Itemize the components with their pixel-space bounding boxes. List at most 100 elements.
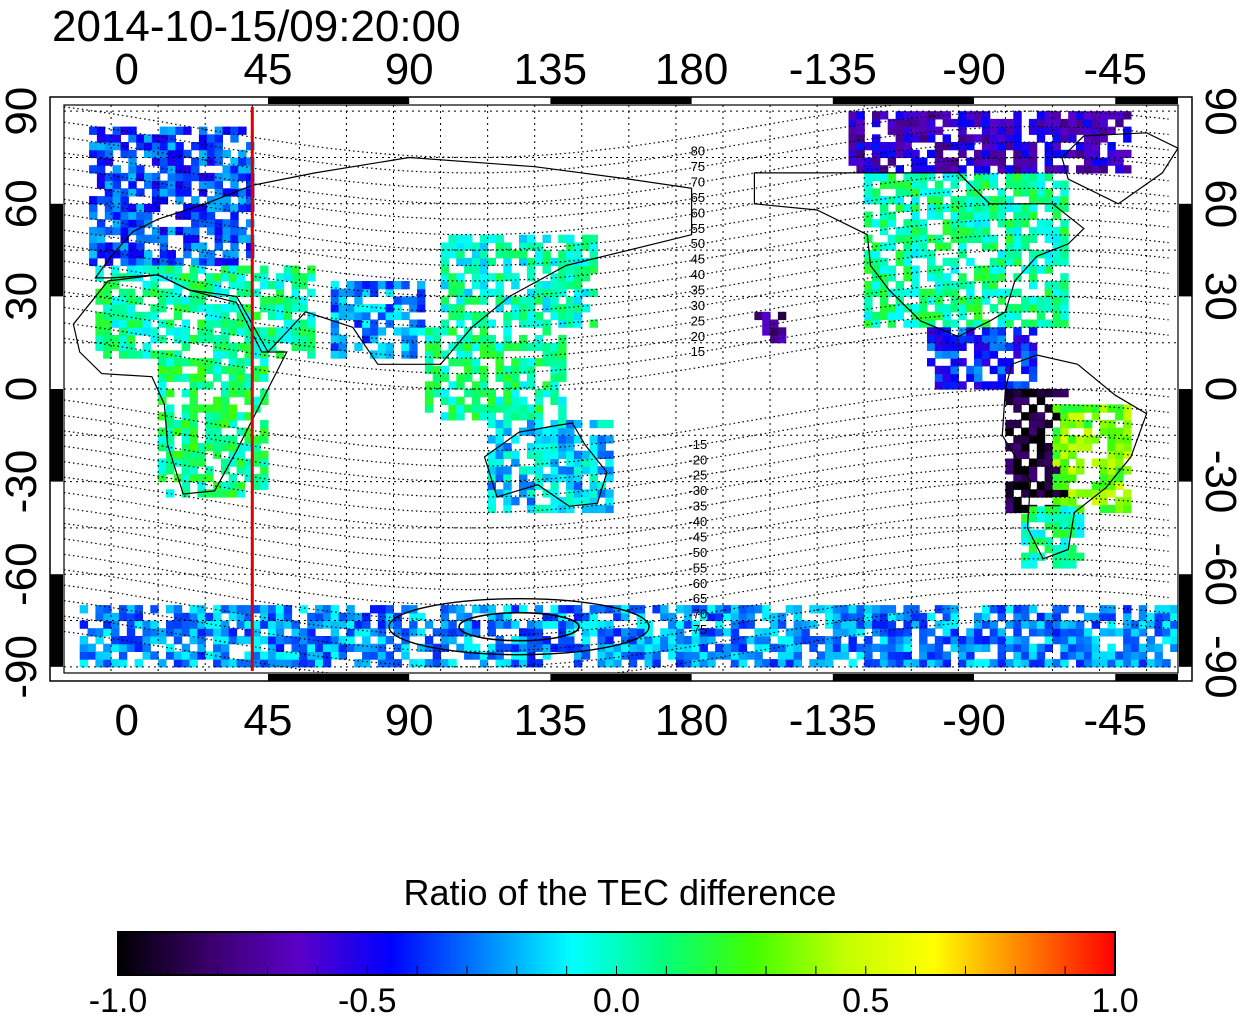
tec-cell: [1091, 620, 1101, 629]
tec-cell: [236, 319, 245, 328]
tec-cell: [1028, 350, 1038, 359]
tec-cell: [151, 257, 161, 267]
tec-cell: [370, 643, 379, 652]
tec-cell: [417, 659, 426, 668]
tec-cell: [628, 605, 638, 614]
tec-cell: [448, 304, 457, 313]
tec-cell: [198, 172, 208, 182]
tec-cell: [887, 180, 897, 189]
tec-cell: [244, 327, 253, 336]
tec-cell: [95, 265, 104, 274]
magnetic-latitude-contour: [64, 156, 1169, 220]
tec-cell: [950, 373, 959, 382]
tec-cell: [487, 620, 496, 629]
tec-cell: [96, 219, 106, 228]
tec-cell: [1005, 226, 1014, 236]
tec-cell: [1130, 659, 1140, 668]
tec-cell: [581, 620, 591, 629]
tec-cell: [942, 142, 951, 151]
tec-cell: [175, 211, 184, 220]
tec-cell: [989, 265, 999, 274]
tec-cell: [519, 481, 528, 490]
tec-cell: [1060, 134, 1069, 143]
tec-cell: [1044, 419, 1053, 429]
tec-cell: [159, 234, 169, 243]
tec-cell: [283, 304, 293, 313]
tec-cell: [1013, 636, 1022, 645]
tec-cell: [440, 327, 449, 336]
tec-cell: [942, 659, 951, 668]
tec-cell: [432, 659, 442, 668]
tec-cell: [1099, 126, 1108, 135]
tec-cell: [526, 412, 536, 421]
tec-cell: [1021, 552, 1030, 561]
tec-cell: [159, 134, 169, 143]
tec-cell: [197, 458, 206, 467]
tec-cell: [1076, 412, 1085, 421]
tec-cell: [1170, 605, 1178, 614]
tec-cell: [1123, 643, 1132, 652]
tec-cell: [1044, 234, 1053, 243]
tec-cell: [487, 450, 496, 459]
tec-cell: [942, 257, 951, 267]
tec-cell: [198, 134, 208, 143]
tec-cell: [691, 651, 700, 660]
tec-cell: [1083, 643, 1093, 652]
tec-cell: [887, 605, 897, 614]
tec-cell: [244, 651, 253, 660]
tec-cell: [511, 450, 520, 459]
tec-cell: [1060, 180, 1069, 189]
tec-cell: [495, 419, 504, 429]
tec-cell: [911, 219, 920, 228]
tec-cell: [503, 659, 512, 668]
tec-cell: [864, 196, 873, 205]
tec-cell: [879, 211, 889, 220]
map-frame: [49, 96, 1193, 682]
tec-cell: [519, 365, 528, 375]
tec-cell: [238, 126, 247, 135]
tec-cell: [136, 142, 145, 151]
tec-cell: [158, 435, 167, 444]
tec-cell: [291, 281, 300, 290]
tec-cell: [1028, 342, 1038, 351]
tec-cell: [456, 304, 465, 313]
tec-cell: [220, 404, 230, 413]
tec-cell: [699, 643, 708, 652]
tec-cell: [644, 628, 653, 637]
tec-cell: [175, 157, 184, 166]
tec-cell: [997, 636, 1006, 645]
tec-cell: [1036, 458, 1046, 467]
tec-cell: [825, 659, 834, 668]
tec-cell: [1099, 481, 1108, 490]
tec-cell: [175, 126, 184, 135]
tec-cell: [919, 188, 928, 197]
tec-cell: [134, 350, 143, 359]
tec-cell: [981, 134, 991, 143]
tec-cell: [236, 605, 245, 614]
tec-cell: [966, 373, 975, 382]
tec-cell: [220, 350, 230, 359]
coastline: [94, 156, 693, 365]
tec-cell: [848, 620, 857, 629]
tec-cell: [1013, 219, 1022, 228]
tec-cell: [1170, 612, 1178, 622]
tec-cell: [966, 188, 975, 197]
tec-cell: [79, 643, 89, 652]
tec-cell: [989, 605, 999, 614]
tec-cell: [997, 612, 1006, 622]
tec-cell: [566, 481, 575, 490]
tec-cell: [1013, 605, 1022, 614]
tec-cell: [1052, 489, 1061, 498]
tec-cell: [440, 265, 449, 274]
tec-cell: [997, 605, 1006, 614]
tec-cell: [597, 628, 606, 637]
tec-cell: [495, 620, 504, 629]
tec-cell: [981, 203, 991, 213]
tec-cell: [189, 612, 198, 622]
tec-cell: [268, 311, 277, 321]
tec-cell: [1068, 514, 1077, 523]
tec-cell: [1060, 643, 1069, 652]
tec-cell: [151, 203, 161, 213]
tec-cell: [440, 389, 449, 398]
tec-cell: [464, 350, 473, 359]
